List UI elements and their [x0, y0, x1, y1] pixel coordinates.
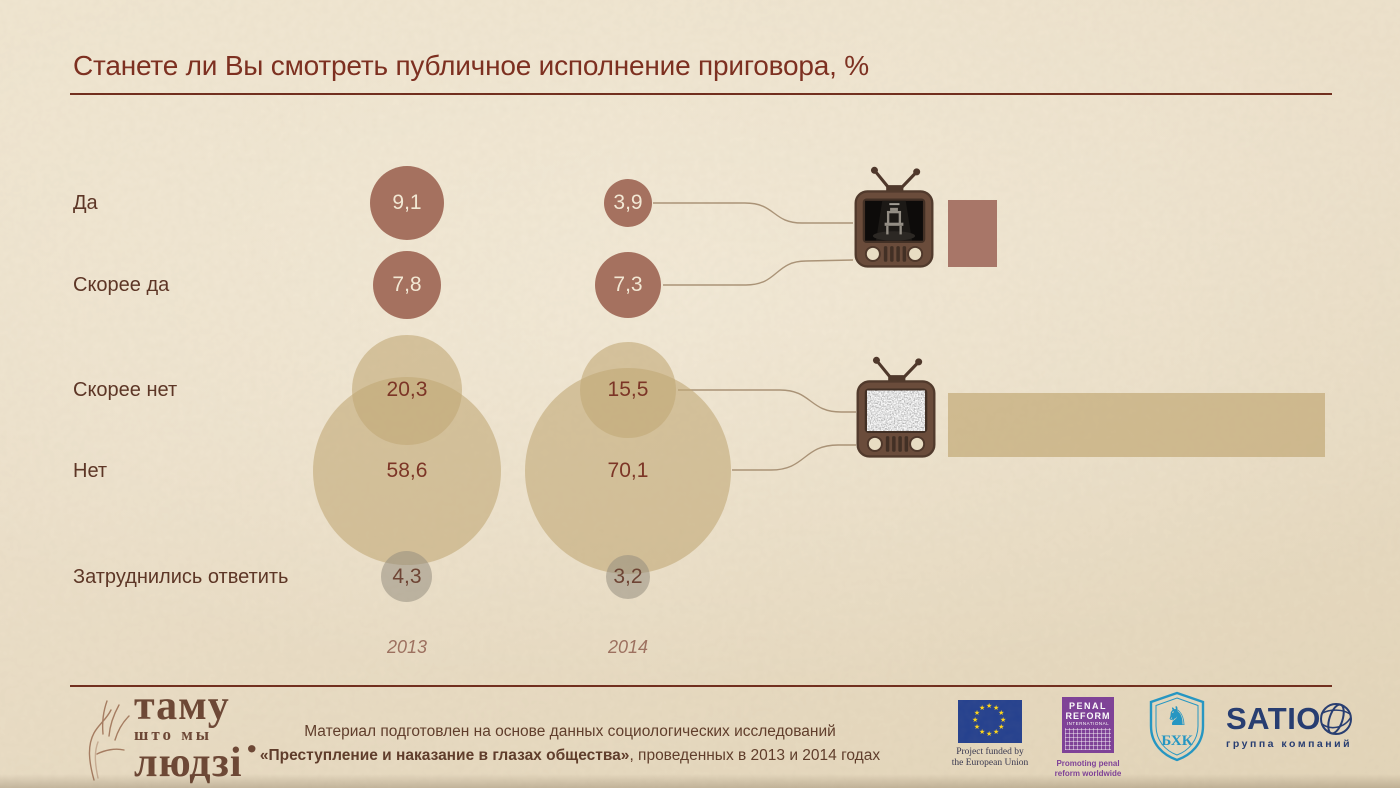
bubble-2013-1: 7,8	[372, 250, 442, 320]
bubble-value: 9,1	[392, 191, 422, 215]
bubble-value: 58,6	[386, 459, 428, 483]
bubble-value: 20,3	[386, 378, 428, 402]
bubble-value: 7,3	[613, 273, 643, 297]
category-label-4: Затруднились ответить	[73, 565, 289, 588]
category-label-2: Скорее нет	[73, 378, 178, 401]
tv-execution-icon	[854, 166, 934, 268]
not-watch-bar	[948, 393, 1325, 457]
bubble-value: 4,3	[392, 565, 422, 589]
category-label-1: Скорее да	[73, 273, 170, 296]
bubble-value: 70,1	[607, 459, 649, 483]
bubble-2013-0: 9,1	[369, 165, 445, 241]
bubble-2014-2: 15,5	[579, 341, 677, 439]
category-label-0: Да	[73, 191, 98, 214]
bubble-value: 15,5	[607, 378, 649, 402]
bubble-value: 3,9	[613, 191, 643, 215]
watch-bar	[948, 200, 998, 267]
bubble-2014-1: 7,3	[594, 251, 662, 319]
bubble-2014-4: 3,2	[605, 554, 650, 599]
category-label-3: Нет	[73, 459, 108, 482]
bottom-shadow	[0, 774, 1400, 788]
bubble-2013-2: 20,3	[351, 334, 463, 446]
tv-static-icon	[856, 356, 936, 458]
bubble-value: 3,2	[613, 565, 643, 589]
bubble-value: 7,8	[392, 273, 422, 297]
